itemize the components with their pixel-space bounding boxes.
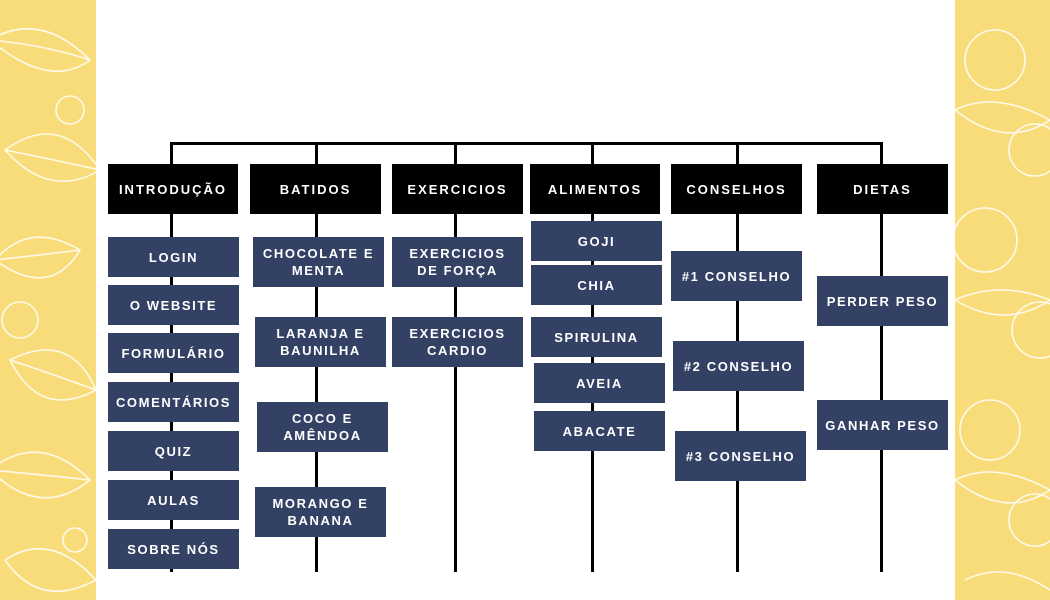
top-connector-line bbox=[171, 142, 880, 145]
node-conselho-2[interactable]: #2 CONSELHO bbox=[673, 341, 804, 391]
node-morango-e-banana[interactable]: MORANGO E BANANA bbox=[255, 487, 386, 537]
sitemap-diagram: INTRODUÇÃO BATIDOS EXERCICIOS ALIMENTOS … bbox=[96, 0, 955, 600]
header-exercicios[interactable]: EXERCICIOS bbox=[392, 164, 523, 214]
node-aulas[interactable]: AULAS bbox=[108, 480, 239, 520]
node-laranja-e-baunilha[interactable]: LARANJA E BAUNILHA bbox=[255, 317, 386, 367]
node-conselho-1[interactable]: #1 CONSELHO bbox=[671, 251, 802, 301]
node-exercicios-de-forca[interactable]: EXERCICIOS DE FORÇA bbox=[392, 237, 523, 287]
node-spirulina[interactable]: SPIRULINA bbox=[531, 317, 662, 357]
node-comentarios[interactable]: COMENTÁRIOS bbox=[108, 382, 239, 422]
node-o-website[interactable]: O WEBSITE bbox=[108, 285, 239, 325]
leaf-pattern-left bbox=[0, 0, 96, 600]
node-conselho-3[interactable]: #3 CONSELHO bbox=[675, 431, 806, 481]
header-dietas[interactable]: DIETAS bbox=[817, 164, 948, 214]
node-chia[interactable]: CHIA bbox=[531, 265, 662, 305]
header-introducao[interactable]: INTRODUÇÃO bbox=[108, 164, 238, 214]
header-alimentos[interactable]: ALIMENTOS bbox=[530, 164, 660, 214]
node-chocolate-e-menta[interactable]: CHOCOLATE E MENTA bbox=[253, 237, 384, 287]
leaf-pattern-right bbox=[955, 0, 1050, 600]
node-perder-peso[interactable]: PERDER PESO bbox=[817, 276, 948, 326]
node-formulario[interactable]: FORMULÁRIO bbox=[108, 333, 239, 373]
node-goji[interactable]: GOJI bbox=[531, 221, 662, 261]
header-conselhos[interactable]: CONSELHOS bbox=[671, 164, 802, 214]
decorative-side-panel-left bbox=[0, 0, 96, 600]
decorative-side-panel-right bbox=[955, 0, 1050, 600]
node-quiz[interactable]: QUIZ bbox=[108, 431, 239, 471]
column-line-dietas bbox=[880, 142, 883, 572]
node-coco-e-amendoa[interactable]: COCO E AMÊNDOA bbox=[257, 402, 388, 452]
node-ganhar-peso[interactable]: GANHAR PESO bbox=[817, 400, 948, 450]
column-line-alimentos bbox=[591, 142, 594, 572]
node-aveia[interactable]: AVEIA bbox=[534, 363, 665, 403]
node-abacate[interactable]: ABACATE bbox=[534, 411, 665, 451]
node-sobre-nos[interactable]: SOBRE NÓS bbox=[108, 529, 239, 569]
node-exercicios-cardio[interactable]: EXERCICIOS CARDIO bbox=[392, 317, 523, 367]
node-login[interactable]: LOGIN bbox=[108, 237, 239, 277]
header-batidos[interactable]: BATIDOS bbox=[250, 164, 381, 214]
